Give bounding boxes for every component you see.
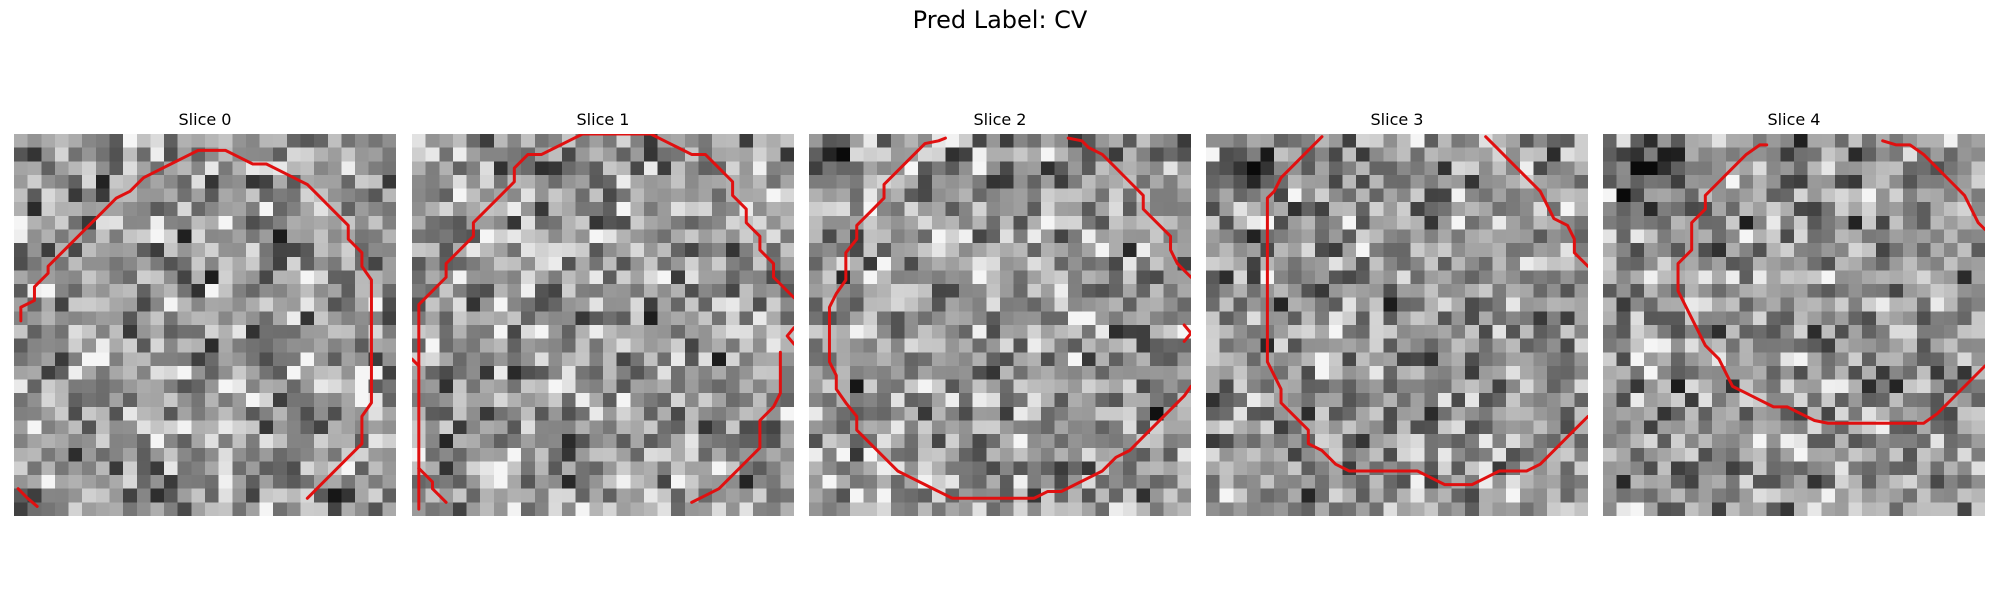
contour-line bbox=[692, 352, 781, 502]
contour-line bbox=[1883, 141, 1985, 230]
contour-line bbox=[419, 134, 794, 509]
slice-panel-4: Slice 4 bbox=[1603, 108, 1985, 516]
contour-line bbox=[412, 359, 419, 366]
slice-image-4 bbox=[1603, 134, 1985, 516]
figure-title: Pred Label: CV bbox=[912, 6, 1088, 34]
slice-panel-0: Slice 0 bbox=[14, 108, 396, 516]
slice-title-2: Slice 2 bbox=[973, 110, 1027, 129]
slice-title-4: Slice 4 bbox=[1767, 110, 1821, 129]
contour-overlay-1 bbox=[412, 134, 794, 516]
contour-overlay-2 bbox=[809, 134, 1191, 516]
contour-line bbox=[1184, 325, 1191, 341]
contour-line bbox=[419, 468, 446, 502]
slice-title-3: Slice 3 bbox=[1370, 110, 1424, 129]
slice-panel-2: Slice 2 bbox=[809, 108, 1191, 516]
contour-overlay-4 bbox=[1603, 134, 1985, 516]
slice-title-1: Slice 1 bbox=[576, 110, 630, 129]
slice-image-0 bbox=[14, 134, 396, 516]
slice-title-0: Slice 0 bbox=[178, 110, 232, 129]
contour-line bbox=[18, 489, 37, 507]
contour-line bbox=[829, 138, 1191, 498]
contour-line bbox=[1068, 138, 1191, 277]
slice-image-1 bbox=[412, 134, 794, 516]
contour-overlay-0 bbox=[14, 134, 396, 516]
contour-overlay-3 bbox=[1206, 134, 1588, 516]
contour-line bbox=[21, 150, 372, 498]
contour-line bbox=[1678, 145, 1985, 423]
contour-line bbox=[1267, 137, 1588, 485]
contour-line bbox=[787, 328, 794, 344]
slice-panel-1: Slice 1 bbox=[412, 108, 794, 516]
slice-panel-3: Slice 3 bbox=[1206, 108, 1588, 516]
contour-line bbox=[1486, 137, 1588, 267]
